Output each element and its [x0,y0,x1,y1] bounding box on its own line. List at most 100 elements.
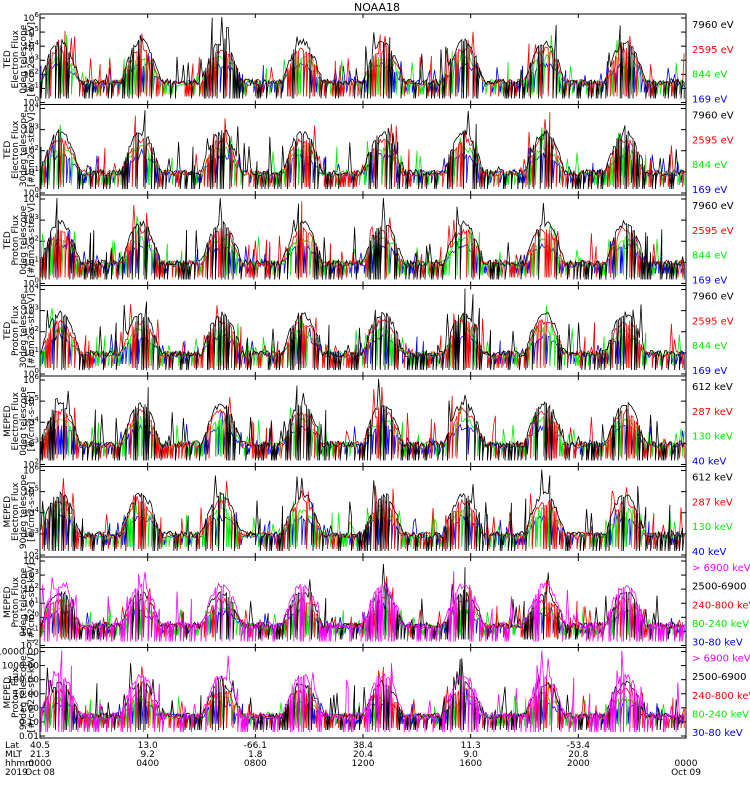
x-axis-row-label: hhmm [5,759,34,769]
legend-entry: 2595 eV [692,45,734,56]
y-axis-label: 30deg telescope [19,112,29,187]
x-axis-row-label: Lat [5,741,20,751]
legend-entry: 169 eV [692,366,727,377]
y-tick-label: 10000.00 [0,648,39,658]
y-axis-label: [#/cm2-s-str] [27,482,37,542]
legend-entry: 287 keV [692,497,733,508]
y-axis-label: [#/cm2-s-str-keV] [27,653,37,732]
x-tick-label: 0000 [29,759,52,769]
legend-entry: 130 keV [692,522,733,533]
y-axis-label: Proton Flux [11,576,21,627]
y-tick-label: 106 [23,373,39,386]
y-axis-label: 90deg telescope [19,474,29,549]
y-tick-label: 105 [23,394,39,407]
y-axis-label: MEPED [3,586,13,618]
legend-entry: 169 eV [692,95,727,106]
legend-entry: 2595 eV [692,316,734,327]
y-tick-label: 101 [23,165,39,178]
y-tick-label: 101 [23,255,39,268]
y-tick-label: 102 [23,67,39,80]
x-tick-label: 1200 [352,759,375,769]
legend-entry: 240-800 keV [692,600,750,611]
legend-entry: 7960 eV [692,292,734,303]
y-axis-label: [#/cm2-s-str-eV] [27,203,37,278]
y-tick-label: 0.10 [19,718,39,728]
x-tick-label: 1600 [459,759,482,769]
series-line [40,197,685,280]
y-axis-label: TED [3,231,13,250]
x-tick-label: 38.4 [353,741,373,751]
legend-entry: 844 eV [692,251,727,262]
y-tick-label: 1000.00 [2,662,39,672]
y-axis-label: Electron Flux [11,482,21,541]
legend-entry: 80-240 keV [692,619,749,630]
y-tick-label: 105 [23,485,39,498]
y-axis-label: 0deg telescope [19,205,29,275]
y-axis-label: Proton Flux [11,305,21,356]
series-line [40,469,685,552]
legend-entry: 844 eV [692,160,727,171]
y-tick-label: 104 [23,415,39,428]
legend-entry: 287 keV [692,407,733,418]
y-axis-label: [#/cm2-s-str] [27,391,37,451]
y-tick-label: 100 [23,367,39,380]
x-tick-label: 9.0 [464,750,479,760]
x-tick-label: 21.3 [30,750,50,760]
series-line [40,34,685,95]
x-tick-label: 11.3 [461,741,481,751]
x-tick-label: 40.5 [30,741,50,751]
y-tick-label: 104 [23,554,39,567]
y-tick-label: 102 [23,458,39,471]
legend-entry: 169 eV [692,185,727,196]
x-tick-label: 0000 [675,759,698,769]
y-tick-label: 104 [23,39,39,52]
y-tick-label: 10-1 [21,624,39,637]
legend-entry: 130 keV [692,432,733,443]
y-tick-label: 106 [23,11,39,24]
y-axis-label: Electron Flux [11,120,21,179]
series-line [40,16,685,99]
legend-entry: 2500-6900 [692,582,747,593]
y-tick-label: 104 [23,192,39,205]
y-tick-label: 102 [23,234,39,247]
y-axis-label: Proton Flux [11,214,21,265]
x-tick-label: 1.8 [248,750,263,760]
y-axis-label: [#/cm2-s-str-eV] [27,112,37,187]
y-tick-label: 100 [23,277,39,290]
y-tick-label: 100.00 [8,676,40,686]
series-line [40,201,685,278]
y-tick-label: 106 [23,464,39,477]
y-tick-label: 0.01 [19,732,39,742]
y-axis-label: 0deg telescope [19,386,29,456]
x-tick-label: 13.0 [138,741,158,751]
y-tick-label: 1.00 [19,704,39,714]
y-axis-label: 90deg telescope [19,655,29,730]
y-axis-label: TED [3,50,13,69]
legend-entry: > 6900 keV [692,654,750,665]
y-tick-label: 100 [23,610,39,623]
legend-entry: 40 keV [692,547,726,558]
series-line [40,650,685,733]
y-tick-label: 102 [23,582,39,595]
legend-entry: 612 keV [692,382,733,393]
y-tick-label: 103 [23,436,39,449]
legend-entry: 30-80 keV [692,638,743,649]
legend-entry: 844 eV [692,70,727,81]
y-tick-label: 103 [23,527,39,540]
y-tick-label: 103 [23,213,39,226]
series-line [40,571,685,642]
y-axis-label: [#/cm2-s-str-eV] [27,293,37,368]
legend-entry: > 6900 keV [692,563,750,574]
y-tick-label: 103 [23,304,39,317]
y-tick-label: 103 [23,53,39,66]
y-axis-label: 30deg telescope [19,293,29,368]
series-line [40,378,685,461]
legend-entry: 30-80 keV [692,728,743,739]
x-tick-label: 20.8 [568,750,588,760]
